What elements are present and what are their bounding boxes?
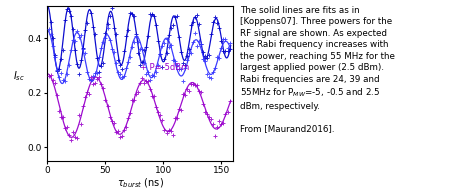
Y-axis label: $I_{sc}$: $I_{sc}$ xyxy=(13,70,25,83)
Text: The solid lines are fits as in
[Koppens07]. Three powers for the
RF signal are s: The solid lines are fits as in [Koppens0… xyxy=(240,6,395,134)
X-axis label: $\tau_{burst}$ (ns): $\tau_{burst}$ (ns) xyxy=(117,177,164,190)
Text: + P=-5dBm: + P=-5dBm xyxy=(140,63,190,72)
